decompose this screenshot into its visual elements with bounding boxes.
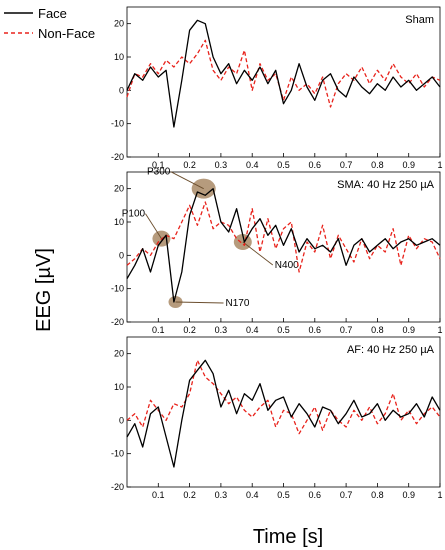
annotation-leader-n170: [175, 301, 224, 304]
y-tick-label: -10: [111, 449, 124, 459]
x-tick-label: 0.3: [215, 325, 228, 335]
panel-title-sham: Sham: [405, 14, 434, 26]
x-tick-label: 1: [437, 325, 442, 335]
y-tick-label: 0: [119, 85, 124, 95]
panel-title-sma: SMA: 40 Hz 250 µA: [337, 179, 434, 191]
x-tick-label: 0.6: [309, 490, 322, 500]
x-tick-label: 0.6: [309, 325, 322, 335]
legend-face-label: Face: [38, 6, 67, 21]
x-tick-label: 0.8: [371, 160, 384, 170]
y-tick-label: 10: [114, 382, 124, 392]
annotation-label-n170: N170: [226, 298, 250, 309]
x-tick-label: 0.1: [152, 325, 165, 335]
x-tick-label: 0.2: [183, 325, 196, 335]
x-tick-label: 0.7: [340, 490, 353, 500]
annotation-leader-n400: [242, 241, 274, 266]
x-tick-label: 0.2: [183, 490, 196, 500]
x-tick-label: 0.9: [402, 490, 415, 500]
x-tick-label: 0.6: [309, 160, 322, 170]
panel-title-af: AF: 40 Hz 250 µA: [347, 344, 435, 356]
annotation-label-p100: P100: [122, 209, 146, 220]
legend-nonface-label: Non-Face: [38, 26, 95, 41]
x-tick-label: 0.8: [371, 325, 384, 335]
annotation-leader-p100: [145, 213, 162, 239]
x-tick-label: 0.4: [246, 160, 259, 170]
panel-af: 20 10 0 -10 -20 0.1 0.2 0.3 0.4 0.5 0.6 0.7 0.8 0.9 1 A…: [111, 336, 443, 500]
y-tick-label: -20: [111, 152, 124, 162]
x-tick-label: 0.7: [340, 160, 353, 170]
y-tick-label: 20: [114, 349, 124, 359]
y-tick-label: -20: [111, 482, 124, 492]
x-tick-label: 0.4: [246, 325, 259, 335]
y-tick-label: -10: [111, 119, 124, 129]
annotation-label-p300: P300: [147, 167, 171, 178]
legend: Face Non-Face: [4, 6, 95, 41]
series-line-face-af: [126, 359, 441, 468]
x-tick-label: 0.3: [215, 490, 228, 500]
series-line-nonface-af: [126, 359, 441, 435]
x-tick-label: 0.5: [277, 325, 290, 335]
annotation-label-n400: N400: [275, 260, 299, 271]
x-tick-label: 0.8: [371, 490, 384, 500]
y-tick-label: 0: [119, 250, 124, 260]
series-line-nonface-sham: [126, 39, 441, 108]
series-line-face-sham: [126, 19, 441, 128]
plot-frame-sham: [126, 6, 441, 158]
annotation-leader-p300: [170, 171, 204, 190]
y-tick-label: 10: [114, 217, 124, 227]
y-tick-label: 20: [114, 19, 124, 29]
y-axis-label: EEG [µV]: [33, 248, 55, 332]
x-tick-label: 0.9: [402, 160, 415, 170]
x-tick-label: 1: [437, 490, 442, 500]
x-tick-label: 1: [437, 160, 442, 170]
x-tick-label: 0.9: [402, 325, 415, 335]
x-axis-label: Time [s]: [253, 526, 323, 548]
y-tick-label: 0: [119, 415, 124, 425]
x-tick-label: 0.1: [152, 160, 165, 170]
x-tick-label: 0.7: [340, 325, 353, 335]
y-tick-label: -10: [111, 284, 124, 294]
x-tick-label: 0.5: [277, 160, 290, 170]
series-line-face-sma: [126, 188, 441, 303]
panel-sham: 20 10 0 -10 -20 0.1 0.2 0.3 0.4 0.5 0.6 0.7 0.8 0.9 1 S…: [111, 6, 443, 170]
x-tick-label: 0.3: [215, 160, 228, 170]
x-tick-label: 0.2: [183, 160, 196, 170]
x-tick-label: 0.1: [152, 490, 165, 500]
y-tick-label: -20: [111, 317, 124, 327]
x-tick-label: 0.5: [277, 490, 290, 500]
x-tick-label: 0.4: [246, 490, 259, 500]
y-tick-label: 10: [114, 52, 124, 62]
panel-sma: 20 10 0 -10 -20 0.1 0.2 0.3 0.4 0.5 0.6 0.7 0.8 0.9 1 S…: [111, 167, 443, 335]
series-line-nonface-sma: [126, 201, 441, 273]
y-tick-label: 20: [114, 184, 124, 194]
